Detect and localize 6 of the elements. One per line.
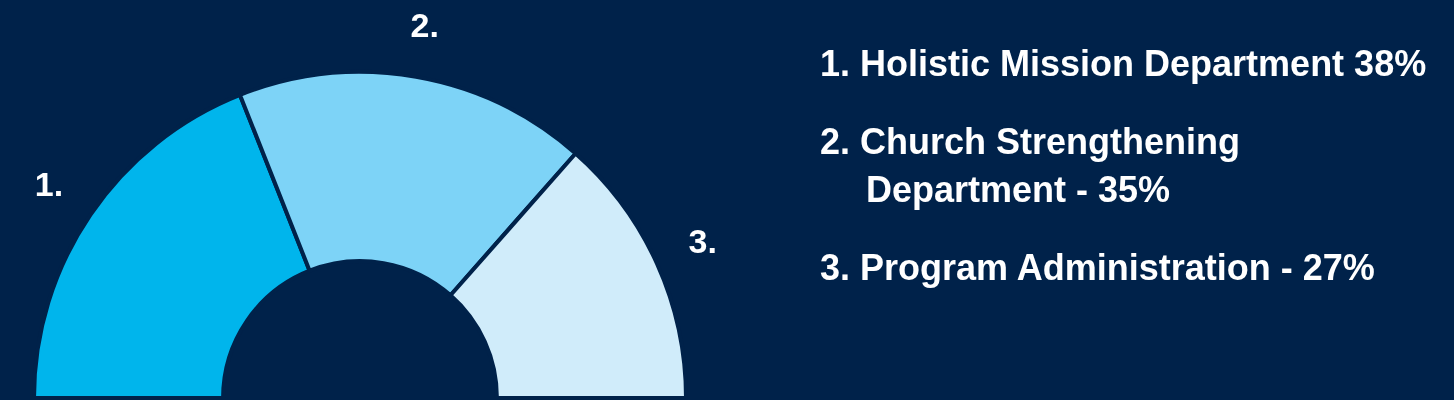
text: 2. Church Strengthening Department - 35% <box>820 120 1241 212</box>
slice-label: 2. <box>410 5 439 44</box>
text: 1. Holistic Mission Department 38% <box>820 42 1428 86</box>
slice-label: 1. <box>34 165 64 204</box>
slice-label: 3. <box>688 221 717 260</box>
text: 3. Program Administration - 27% <box>820 246 1376 290</box>
